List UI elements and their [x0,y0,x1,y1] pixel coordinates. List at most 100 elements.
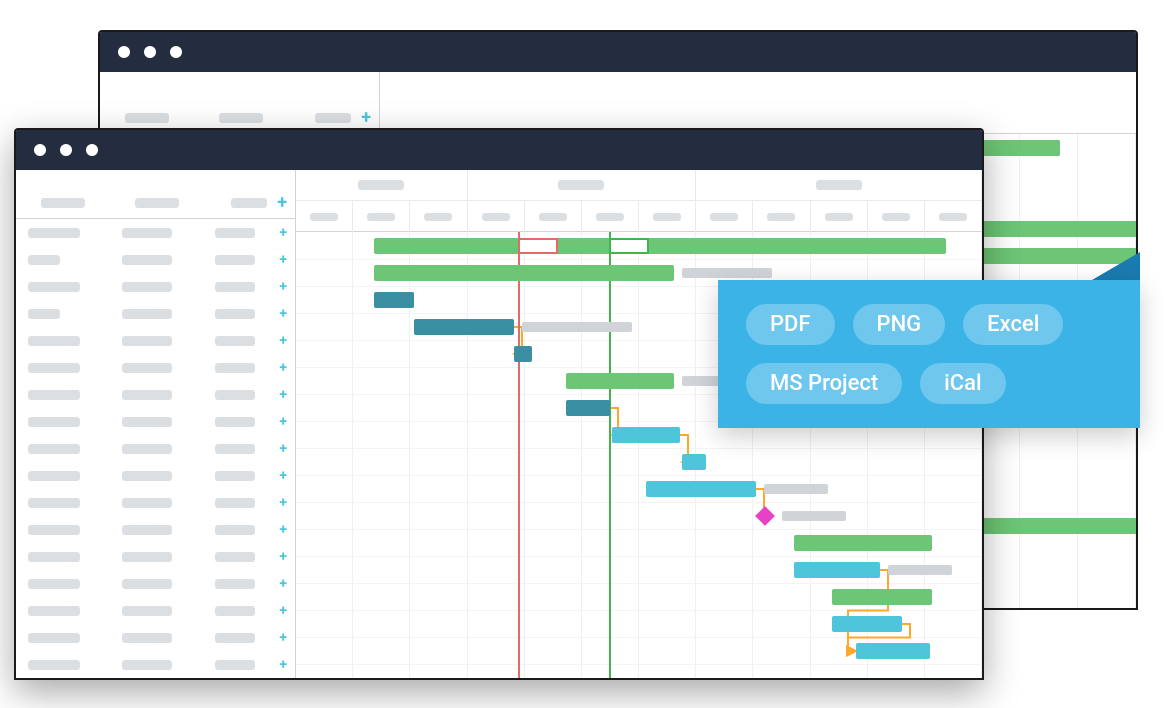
window-control-dot[interactable] [170,46,182,58]
cell-placeholder [215,444,255,454]
cell-placeholder [215,417,255,427]
cell-placeholder [28,444,80,454]
add-row-icon[interactable]: + [279,388,287,402]
add-row-icon[interactable]: + [279,307,287,321]
date-marker[interactable] [518,238,558,254]
add-row-icon[interactable]: + [279,361,287,375]
timeline-day-header [696,201,753,232]
task-row[interactable]: + [16,516,295,543]
add-row-icon[interactable]: + [279,415,287,429]
column-header[interactable] [16,198,110,208]
cell-placeholder [215,579,255,589]
task-row[interactable]: + [16,624,295,651]
gantt-bar[interactable] [374,265,674,281]
task-row[interactable]: + [16,327,295,354]
date-marker[interactable] [609,238,649,254]
window-control-dot[interactable] [86,144,98,156]
export-format-button[interactable]: Excel [963,304,1063,345]
gantt-bar[interactable] [374,238,946,254]
task-cell [16,354,110,381]
add-row-icon[interactable]: + [279,442,287,456]
cell-placeholder [215,255,255,265]
cell-placeholder [215,390,255,400]
cell-placeholder [28,579,80,589]
add-row-icon[interactable]: + [279,658,287,672]
window-control-dot[interactable] [34,144,46,156]
column-header[interactable] [110,198,204,208]
add-row-icon[interactable]: + [279,469,287,483]
cell-placeholder [122,363,172,373]
task-row[interactable]: + [16,408,295,435]
add-row-icon[interactable]: + [279,226,287,240]
task-cell [16,219,110,246]
add-column-icon[interactable]: + [277,194,287,212]
add-row-icon[interactable]: + [279,604,287,618]
gantt-bar[interactable] [514,346,532,362]
gantt-bar[interactable] [794,535,932,551]
cell-placeholder [122,498,172,508]
add-row-icon[interactable]: + [279,550,287,564]
task-cell [110,489,204,516]
add-row-icon[interactable]: + [279,631,287,645]
task-cell [110,327,204,354]
task-row[interactable]: + [16,300,295,327]
gantt-bar[interactable] [832,616,902,632]
cell-placeholder [215,633,255,643]
add-row-icon[interactable]: + [279,280,287,294]
window-control-dot[interactable] [118,46,130,58]
gantt-bar[interactable] [414,319,514,335]
cell-placeholder [28,606,80,616]
gantt-bar[interactable] [682,454,706,470]
gantt-bar[interactable] [794,562,880,578]
task-cell [110,624,204,651]
task-row[interactable]: + [16,435,295,462]
gantt-bar[interactable] [566,373,674,389]
task-row[interactable]: + [16,570,295,597]
add-column-icon[interactable]: + [361,109,371,127]
task-row[interactable]: + [16,246,295,273]
header-placeholder [231,198,267,208]
task-row[interactable]: + [16,651,295,678]
bar-label [764,484,828,494]
export-format-button[interactable]: PDF [746,304,835,345]
gantt-bar[interactable] [374,292,414,308]
gantt-bar[interactable] [612,427,680,443]
gantt-bar[interactable] [832,589,932,605]
cell-placeholder [28,660,80,670]
task-row[interactable]: + [16,597,295,624]
task-row[interactable]: + [16,354,295,381]
cell-placeholder [215,525,255,535]
task-row[interactable]: + [16,219,295,246]
task-row[interactable]: + [16,381,295,408]
task-row[interactable]: + [16,489,295,516]
task-cell [110,273,204,300]
task-row[interactable]: + [16,543,295,570]
cell-placeholder [215,336,255,346]
export-format-button[interactable]: MS Project [746,363,902,404]
cell-placeholder [122,282,172,292]
cell-placeholder [122,309,172,319]
export-format-button[interactable]: iCal [920,363,1005,404]
gantt-bar[interactable] [566,400,610,416]
column-header[interactable] [194,113,288,123]
column-header[interactable]: + [287,113,379,123]
task-row[interactable]: + [16,462,295,489]
task-row[interactable]: + [16,273,295,300]
add-row-icon[interactable]: + [279,496,287,510]
export-format-button[interactable]: PNG [853,304,946,345]
cell-placeholder [215,363,255,373]
add-row-icon[interactable]: + [279,523,287,537]
gantt-bar[interactable] [856,643,930,659]
gantt-bar[interactable] [646,481,756,497]
task-cell: + [203,543,295,570]
add-row-icon[interactable]: + [279,334,287,348]
column-header[interactable] [100,113,194,123]
cell-placeholder [28,363,80,373]
window-control-dot[interactable] [144,46,156,58]
header-placeholder [219,113,263,123]
column-header[interactable]: + [203,198,295,208]
task-cell [110,597,204,624]
add-row-icon[interactable]: + [279,577,287,591]
window-control-dot[interactable] [60,144,72,156]
add-row-icon[interactable]: + [279,253,287,267]
